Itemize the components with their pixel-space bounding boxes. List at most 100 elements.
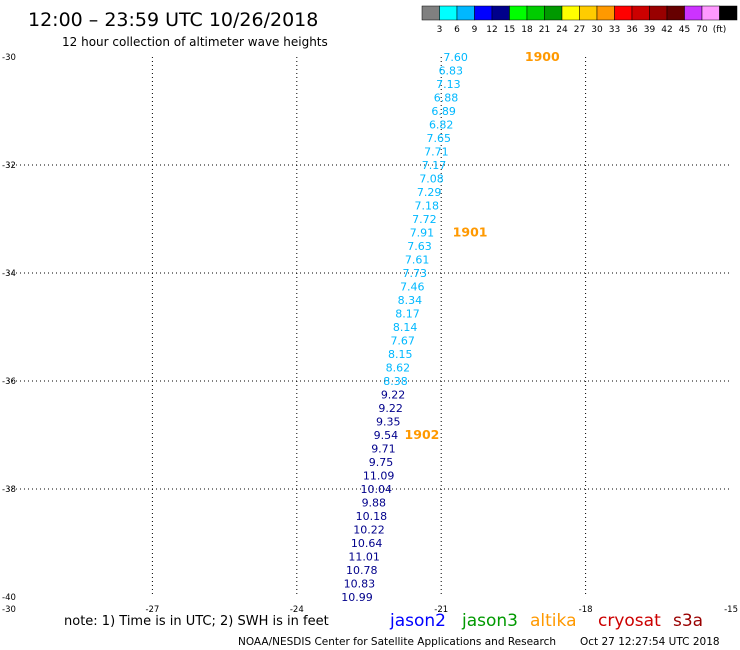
colorbar-swatch — [456, 5, 475, 21]
wave-height-label: 10.22 — [353, 524, 385, 537]
chart-subtitle: 12 hour collection of altimeter wave hei… — [62, 35, 328, 49]
colorbar-swatch — [684, 5, 703, 21]
colorbar-swatch — [614, 5, 633, 21]
colorbar-swatch — [526, 5, 545, 21]
wave-height-label: 7.46 — [400, 281, 425, 294]
pass-time-annotation: 1901 — [453, 225, 488, 240]
legend-entry-cryosat: cryosat — [598, 611, 661, 631]
wave-height-label: 7.73 — [402, 267, 427, 280]
colorbar-swatch — [701, 5, 720, 21]
x-tick-label: -27 — [145, 605, 159, 615]
legend-entry-s3a: s3a — [673, 611, 703, 631]
wave-height-label: 6.89 — [431, 105, 456, 118]
colorbar-label: 9 — [472, 25, 478, 35]
colorbar-label: 33 — [609, 25, 620, 35]
colorbar-label: 12 — [486, 25, 497, 35]
pass-time-annotation: 1902 — [405, 427, 440, 442]
colorbar-swatch — [544, 5, 563, 21]
wave-height-label: 7.71 — [424, 146, 449, 159]
wave-height-label: 8.62 — [386, 362, 411, 375]
wave-height-label: 7.67 — [390, 335, 415, 348]
pass-time-annotation: 1900 — [525, 49, 560, 64]
colorbar-label: 30 — [591, 25, 603, 35]
colorbar: 3 6 9 12 15 18 21 24 27 30 33 36 39 42 45 70 (ft) — [421, 5, 738, 35]
colorbar-swatch — [596, 5, 615, 21]
wave-height-label: 8.15 — [388, 348, 413, 361]
x-tick-label: -18 — [579, 605, 593, 615]
wave-height-label: 7.60 — [443, 51, 468, 64]
wave-height-label: 7.29 — [417, 186, 442, 199]
wave-height-label: 9.35 — [376, 416, 401, 429]
colorbar-swatch — [719, 5, 738, 21]
wave-height-label: 7.72 — [412, 213, 437, 226]
wave-height-label: 6.82 — [429, 119, 454, 132]
wave-height-label: 7.08 — [419, 173, 444, 186]
wave-height-label: 8.14 — [393, 321, 418, 334]
legend: jason2 jason3 altika cryosat s3a — [389, 611, 703, 631]
wave-height-label: 7.61 — [405, 254, 430, 267]
data-labels: 7.606.837.136.886.896.827.657.717.177.08… — [341, 51, 468, 604]
wave-height-label: 7.65 — [427, 132, 452, 145]
wave-height-label: 9.71 — [371, 443, 396, 456]
colorbar-swatch — [421, 5, 440, 21]
wave-height-label: 7.91 — [410, 227, 435, 240]
colorbar-swatch — [509, 5, 528, 21]
wave-height-label: 9.54 — [374, 429, 399, 442]
wave-height-label: 8.17 — [395, 308, 420, 321]
footer-credit: NOAA/NESDIS Center for Satellite Applica… — [238, 636, 556, 648]
footer-note: note: 1) Time is in UTC; 2) SWH is in fe… — [64, 614, 329, 629]
colorbar-swatch — [439, 5, 458, 21]
wave-height-label: 7.63 — [407, 240, 432, 253]
wave-height-label: 6.88 — [434, 92, 459, 105]
wave-height-label: 11.09 — [363, 470, 395, 483]
wave-height-label: 9.88 — [362, 497, 387, 510]
legend-entry-jason3: jason3 — [461, 611, 518, 631]
colorbar-label: 39 — [644, 25, 656, 35]
pass-annotations: 1900 1901 1902 — [405, 49, 560, 442]
wave-height-label: 9.75 — [369, 456, 394, 469]
footer-timestamp: Oct 27 12:27:54 UTC 2018 — [580, 636, 720, 648]
colorbar-swatch — [491, 5, 510, 21]
colorbar-label: 18 — [521, 25, 533, 35]
legend-entry-altika: altika — [530, 611, 577, 631]
wave-height-label: 10.99 — [341, 591, 373, 604]
y-tick-label: -36 — [2, 377, 16, 387]
x-tick-label: -24 — [290, 605, 304, 615]
x-tick-label: -30 — [2, 605, 16, 615]
colorbar-label: 70 — [696, 25, 708, 35]
colorbar-swatch — [666, 5, 685, 21]
grid-lines — [8, 57, 730, 597]
wave-height-label: 10.64 — [351, 537, 383, 550]
colorbar-swatch — [474, 5, 493, 21]
x-tick-label: -21 — [434, 605, 448, 615]
wave-height-label: 10.83 — [344, 578, 376, 591]
colorbar-swatch — [649, 5, 668, 21]
colorbar-label: 6 — [454, 25, 460, 35]
wave-height-label: 9.22 — [378, 402, 403, 415]
chart-title: 12:00 – 23:59 UTC 10/26/2018 — [28, 9, 318, 31]
colorbar-label: 36 — [626, 25, 638, 35]
y-tick-label: -30 — [2, 53, 16, 63]
wave-height-label: 7.17 — [422, 159, 447, 172]
colorbar-label: 21 — [539, 25, 550, 35]
colorbar-label: 27 — [574, 25, 585, 35]
wave-height-label: 10.18 — [356, 510, 388, 523]
wave-height-label: 10.04 — [360, 483, 392, 496]
colorbar-swatch — [579, 5, 598, 21]
legend-entry-jason2: jason2 — [389, 611, 446, 631]
wave-height-label: 9.22 — [381, 389, 406, 402]
wave-height-label: 11.01 — [348, 551, 380, 564]
x-tick-label: -15 — [724, 605, 738, 615]
wave-height-label: 8.34 — [398, 294, 423, 307]
y-tick-label: -38 — [2, 485, 16, 495]
colorbar-label: 45 — [679, 25, 690, 35]
colorbar-label: (ft) — [713, 25, 727, 35]
wave-height-label: 8.38 — [383, 375, 408, 388]
axis-tick-labels: -30 -32 -34 -36 -38 -40 -30 -27 -24 -21 -18 -15 — [2, 53, 738, 615]
y-tick-label: -32 — [2, 161, 16, 171]
colorbar-label: 42 — [661, 25, 672, 35]
colorbar-label: 15 — [504, 25, 515, 35]
colorbar-label: 24 — [556, 25, 568, 35]
wave-height-label: 7.18 — [415, 200, 440, 213]
